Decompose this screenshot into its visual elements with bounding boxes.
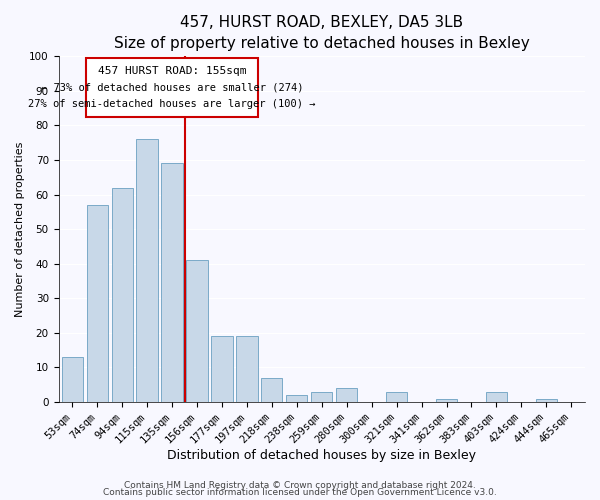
X-axis label: Distribution of detached houses by size in Bexley: Distribution of detached houses by size …: [167, 450, 476, 462]
Text: Contains HM Land Registry data © Crown copyright and database right 2024.: Contains HM Land Registry data © Crown c…: [124, 480, 476, 490]
Bar: [286, 395, 307, 402]
Bar: [486, 392, 507, 402]
Bar: [187, 260, 208, 402]
Bar: [211, 336, 233, 402]
Text: 457 HURST ROAD: 155sqm: 457 HURST ROAD: 155sqm: [98, 66, 246, 76]
Bar: [112, 188, 133, 402]
Y-axis label: Number of detached properties: Number of detached properties: [15, 142, 25, 317]
FancyBboxPatch shape: [86, 58, 258, 117]
Text: ← 73% of detached houses are smaller (274): ← 73% of detached houses are smaller (27…: [41, 82, 303, 92]
Bar: [436, 398, 457, 402]
Title: 457, HURST ROAD, BEXLEY, DA5 3LB
Size of property relative to detached houses in: 457, HURST ROAD, BEXLEY, DA5 3LB Size of…: [114, 15, 530, 51]
Text: 27% of semi-detached houses are larger (100) →: 27% of semi-detached houses are larger (…: [28, 99, 316, 109]
Bar: [236, 336, 257, 402]
Bar: [161, 164, 182, 402]
Bar: [261, 378, 283, 402]
Bar: [86, 205, 108, 402]
Bar: [136, 140, 158, 402]
Bar: [536, 398, 557, 402]
Bar: [62, 357, 83, 402]
Bar: [336, 388, 358, 402]
Bar: [311, 392, 332, 402]
Bar: [386, 392, 407, 402]
Text: Contains public sector information licensed under the Open Government Licence v3: Contains public sector information licen…: [103, 488, 497, 497]
